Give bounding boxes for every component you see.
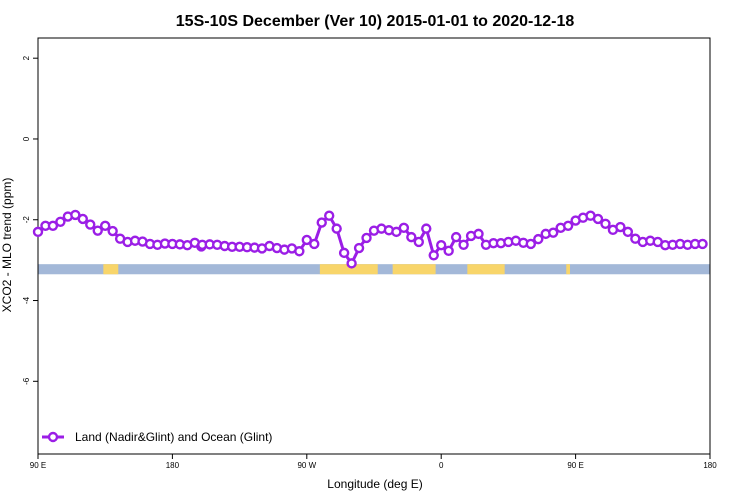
data-point (301, 234, 312, 246)
y-tick-label: 2 (22, 55, 31, 60)
y-axis: -6 -4 -2 0 2 (22, 55, 38, 385)
data-point (600, 218, 611, 229)
data-point (77, 213, 89, 225)
data-point (107, 225, 118, 237)
land-segment (103, 264, 119, 275)
x-tick-label: 90 W (297, 461, 316, 470)
data-point (428, 250, 439, 261)
data-point (47, 220, 59, 232)
data-point (525, 238, 536, 250)
x-tick-label: 180 (703, 461, 717, 470)
data-point (70, 209, 81, 221)
data-point (458, 239, 469, 250)
y-tick-label: -2 (22, 216, 31, 224)
data-point (331, 223, 342, 234)
legend: Land (Nadir&Glint) and Ocean (Glint) (42, 430, 272, 444)
land-segment (392, 264, 436, 275)
data-point (338, 247, 350, 259)
data-point (436, 239, 447, 251)
data-point (443, 245, 454, 257)
data-point (421, 223, 432, 234)
data-point (99, 220, 111, 232)
legend-marker-swatch (47, 431, 59, 443)
x-tick-label: 180 (166, 461, 180, 470)
y-tick-label: -4 (22, 296, 31, 304)
data-point (85, 219, 96, 230)
data-point (324, 210, 335, 221)
data-point (548, 227, 559, 238)
data-point (622, 226, 634, 238)
data-point (406, 231, 417, 243)
data-point (353, 242, 365, 254)
data-point (697, 238, 708, 250)
data-point (450, 231, 462, 243)
plot-frame (37, 37, 711, 455)
legend-label: Land (Nadir&Glint) and Ocean (Glint) (75, 430, 272, 444)
data-point (361, 232, 372, 244)
data-point (473, 228, 484, 240)
land-segment (566, 264, 570, 275)
x-axis-label: Longitude (deg E) (327, 477, 422, 491)
data-point (533, 233, 544, 245)
x-tick-label: 0 (439, 461, 444, 470)
x-tick-label: 90 E (567, 461, 583, 470)
data-point (55, 216, 66, 227)
x-tick-label: 90 E (30, 461, 46, 470)
x-axis: 90 E 180 90 W 0 90 E 180 (30, 454, 717, 470)
data-point (32, 226, 44, 238)
data-point (615, 221, 626, 233)
data-point (92, 225, 103, 236)
y-axis-label: XCO2 - MLO trend (ppm) (0, 178, 14, 313)
data-point (316, 217, 327, 228)
land-segment (319, 264, 378, 275)
data-point (413, 236, 424, 248)
data-point (592, 213, 604, 225)
chart-title: 15S-10S December (Ver 10) 2015-01-01 to … (176, 13, 575, 30)
data-point (398, 222, 410, 234)
y-tick-label: -6 (22, 377, 31, 385)
data-point (346, 258, 357, 269)
data-point (309, 238, 320, 250)
y-tick-label: 0 (22, 136, 31, 141)
data-point (294, 246, 305, 257)
data-point (562, 220, 574, 232)
plot-area (32, 37, 711, 455)
data-point (391, 226, 402, 238)
land-segment (467, 264, 505, 275)
